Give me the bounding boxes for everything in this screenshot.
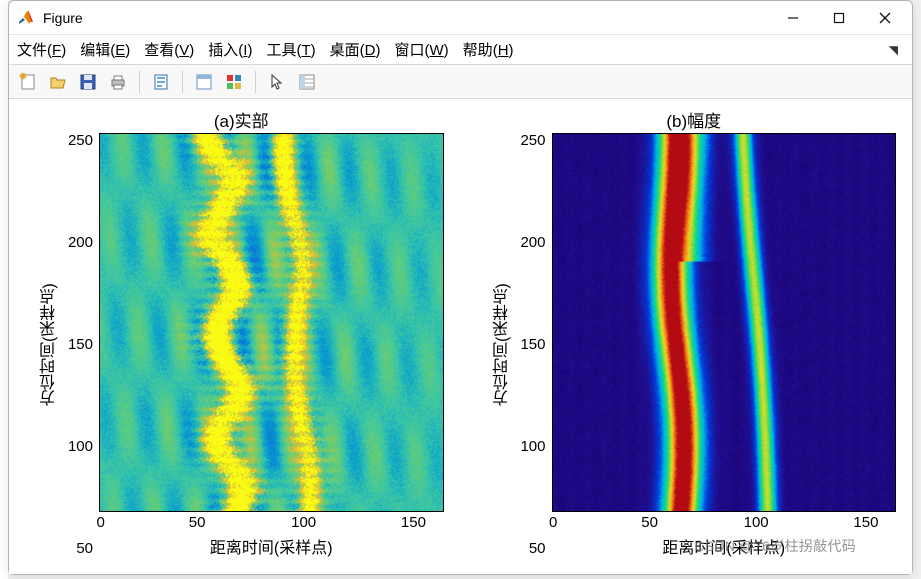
subplot-mag: (b)幅度 方位时间(采样点) 50 100 150 200 250 [492,107,897,556]
subplot-real-xlabel: 距离时间(采样点) [99,534,444,556]
menu-file[interactable]: 文件(F) [17,39,66,60]
subplot-mag-title: (b)幅度 [666,107,721,129]
subplot-real-ylabel: 方位时间(采样点) [39,133,61,556]
menu-tools[interactable]: 工具(T) [266,39,315,60]
menu-insert[interactable]: 插入(I) [208,39,252,60]
props-icon[interactable] [294,69,320,95]
print-icon[interactable] [105,69,131,95]
color-grid-icon[interactable] [221,69,247,95]
new-figure-icon[interactable] [15,69,41,95]
figure-area: (a)实部 方位时间(采样点) 50 100 150 200 250 [9,99,912,574]
subplot-mag-xlabel: 距离时间(采样点) [552,534,897,556]
toolbar [9,65,912,99]
menu-edit[interactable]: 编辑(E) [80,39,130,60]
minimize-button[interactable] [770,3,816,33]
menu-help[interactable]: 帮助(H) [463,39,514,60]
plots-row: (a)实部 方位时间(采样点) 50 100 150 200 250 [39,107,896,556]
subplot-real-axes[interactable] [99,133,444,512]
maximize-button[interactable] [816,3,862,33]
dock-icon[interactable] [191,69,217,95]
print-preview-icon[interactable] [148,69,174,95]
subplot-mag-yticks: 50 100 150 200 250 [514,133,552,556]
menu-desktop[interactable]: 桌面(D) [330,39,381,60]
subplot-real-xticks: 0 50 100 150 [99,512,444,532]
save-icon[interactable] [75,69,101,95]
subplot-real: (a)实部 方位时间(采样点) 50 100 150 200 250 [39,107,444,556]
window-title: Figure [43,10,770,26]
subplot-real-yticks: 50 100 150 200 250 [61,133,99,556]
menu-window[interactable]: 窗口(W) [394,39,448,60]
figure-window: Figure 文件(F) 编辑(E) 查看(V) 插入(I) 工具(T) 桌面(… [8,0,913,575]
open-icon[interactable] [45,69,71,95]
titlebar: Figure [9,1,912,35]
window-controls [770,3,908,33]
menu-view[interactable]: 查看(V) [144,39,194,60]
cursor-icon[interactable] [264,69,290,95]
menubar: 文件(F) 编辑(E) 查看(V) 插入(I) 工具(T) 桌面(D) 窗口(W… [9,35,912,65]
close-button[interactable] [862,3,908,33]
subplot-mag-ylabel: 方位时间(采样点) [492,133,514,556]
matlab-icon [17,9,35,27]
subplot-real-title: (a)实部 [214,107,269,129]
ribbon-toggle-icon[interactable]: ◥ [889,43,904,57]
subplot-mag-xticks: 0 50 100 150 [552,512,897,532]
subplot-mag-axes[interactable] [552,133,897,512]
